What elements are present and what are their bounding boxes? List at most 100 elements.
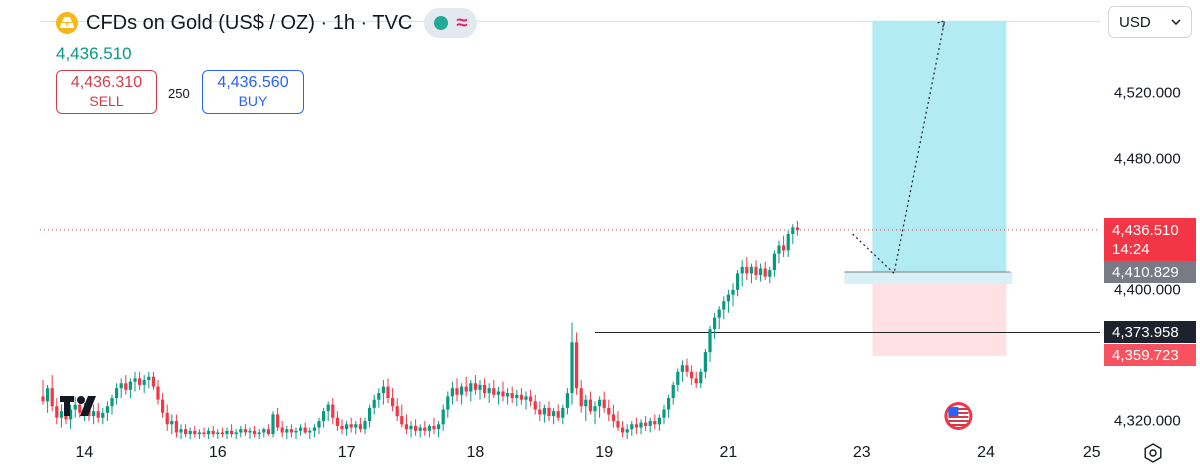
candle-body [354,424,358,428]
candle-body [607,407,611,415]
candle-body [211,430,215,435]
candle-body [381,386,385,394]
candle-body [220,432,224,435]
candle-body [634,424,638,428]
candle-body [446,396,450,410]
candle-body [547,407,551,417]
y-tick-label: 4,400.000 [1114,281,1181,299]
level-price-label: 4,373.958 [1104,321,1196,343]
candle-body [101,412,105,418]
candle-body [625,429,629,433]
candle-body [740,266,744,274]
candle-body [579,388,583,407]
target-zone [872,20,1007,273]
candle-body [529,396,533,402]
symbol-title[interactable]: CFDs on Gold (US$ / OZ) · 1h · TVC [86,11,413,34]
candle-body [317,421,321,428]
candle-body [377,393,381,400]
candle-body [331,404,335,418]
y-tick-label: 4,320.000 [1114,412,1181,430]
candle-body [533,401,537,410]
us-flag-icon[interactable] [944,402,973,430]
status-chip[interactable]: ≈ [424,8,478,38]
x-tick-label: 21 [719,444,738,461]
last-price: 4,436.510 [56,44,132,63]
current-price-value: 4,436.510 [1112,222,1179,239]
candle-body [216,432,220,435]
candle-body [303,427,307,433]
candle-body [726,294,730,302]
candle-body [487,388,491,394]
candle-body [496,391,500,395]
candle-body [230,430,234,435]
candle-body [791,227,795,235]
chevron-down-icon [1171,19,1181,25]
candle-body [197,432,201,435]
candle-body [593,406,597,412]
buy-label: BUY [238,93,268,109]
candle-body [78,404,82,413]
currency-select[interactable]: USD [1108,6,1192,38]
candle-body [717,309,721,318]
chart-header: CFDs on Gold (US$ / OZ) · 1h · TVC ≈ [56,8,478,38]
buy-button[interactable]: 4,436.560 BUY [202,70,304,114]
candle-body [349,424,353,428]
candle-body [524,396,528,400]
candle-body [552,411,556,417]
projection-arrowhead [937,19,946,29]
candle-body [763,268,767,277]
buy-price: 4,436.560 [217,74,289,91]
candle-body [432,425,436,430]
candle-body [110,398,114,407]
candle-body [188,430,192,435]
stop-price-label: 4,359.723 [1104,344,1196,366]
x-tick-label: 18 [466,444,485,461]
candle-body [611,414,615,421]
candle-body [749,266,753,274]
candle-body [685,365,689,372]
candle-body [345,424,349,430]
candle-body [161,399,165,413]
candle-body [450,388,454,397]
candle-body [722,301,726,310]
x-tick-label: 17 [337,444,356,461]
candle-body [55,406,59,418]
candle-body [105,406,109,413]
candle-body [50,388,54,407]
candle-body [207,430,211,435]
x-tick-label: 23 [852,444,871,461]
candle-body [745,266,749,274]
candle-body [423,427,427,431]
candle-body [575,342,579,389]
candle-body [46,388,50,402]
candle-body [225,430,229,435]
candle-body [455,388,459,395]
candle-body [326,404,330,412]
candle-body [492,388,496,395]
candle-body [639,422,643,428]
candle-body [119,383,123,389]
candle-body [621,427,625,433]
candle-body [731,289,735,295]
candle-body [616,421,620,428]
candle-body [662,409,666,418]
settings-icon[interactable] [1142,442,1164,464]
tradingview-logo[interactable] [60,396,96,416]
candle-body [128,381,132,390]
spread-value: 250 [168,86,190,101]
candle-body [768,270,772,277]
candle-body [156,386,160,400]
candle-body [386,386,390,399]
candle-body [657,417,661,425]
candle-body [538,409,542,415]
candle-body [759,268,763,276]
candle-body [588,399,592,412]
candle-body [565,393,569,408]
x-tick-label: 25 [1082,444,1101,461]
candle-body [648,421,652,426]
sell-button[interactable]: 4,436.310 SELL [56,70,157,114]
candle-body [253,430,257,435]
candle-body [239,429,243,433]
sell-label: SELL [89,93,124,109]
